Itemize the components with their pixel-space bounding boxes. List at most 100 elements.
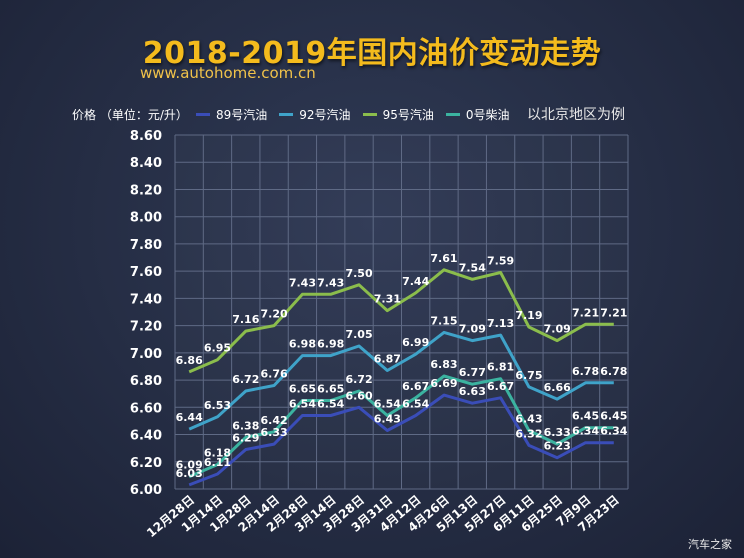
y-tick-label: 6.60 bbox=[130, 401, 162, 416]
data-label: 7.19 bbox=[515, 309, 542, 322]
data-label: 6.65 bbox=[317, 383, 344, 396]
data-label: 6.29 bbox=[232, 432, 259, 445]
data-label: 6.53 bbox=[204, 399, 231, 412]
data-label: 6.67 bbox=[487, 380, 514, 393]
data-label: 7.21 bbox=[600, 306, 627, 319]
data-label: 6.83 bbox=[430, 358, 457, 371]
data-label: 6.32 bbox=[515, 427, 542, 440]
data-label: 6.43 bbox=[374, 412, 401, 425]
data-label: 6.60 bbox=[345, 389, 372, 402]
data-label: 7.61 bbox=[430, 252, 457, 265]
data-label: 6.54 bbox=[289, 397, 316, 410]
legend-item: 0号柴油 bbox=[445, 106, 510, 123]
legend-label: 89号汽油 bbox=[216, 108, 268, 122]
source-url: www.autohome.com.cn bbox=[140, 64, 316, 82]
series-line-1 bbox=[188, 330, 614, 431]
data-label: 6.43 bbox=[515, 412, 542, 425]
chart-title: 2018-2019年国内油价变动走势 bbox=[142, 36, 602, 71]
y-tick-label: 8.20 bbox=[130, 183, 162, 198]
data-label: 6.69 bbox=[430, 377, 457, 390]
data-label: 7.20 bbox=[261, 308, 288, 321]
data-label: 6.45 bbox=[600, 410, 627, 423]
data-label: 6.44 bbox=[176, 411, 203, 424]
data-label: 6.99 bbox=[402, 336, 429, 349]
data-label: 6.54 bbox=[317, 397, 344, 410]
data-label: 7.09 bbox=[459, 323, 486, 336]
y-tick-label: 6.40 bbox=[130, 429, 162, 444]
data-label: 7.50 bbox=[345, 267, 372, 280]
data-label: 7.13 bbox=[487, 317, 514, 330]
series-line-0 bbox=[188, 393, 614, 487]
series-line-3 bbox=[188, 374, 614, 479]
data-label: 6.45 bbox=[572, 410, 599, 423]
legend-label: 0号柴油 bbox=[465, 108, 510, 122]
data-label: 6.75 bbox=[515, 369, 542, 382]
legend-swatch bbox=[196, 113, 210, 116]
data-label: 6.87 bbox=[374, 353, 401, 366]
y-tick-label: 6.20 bbox=[130, 456, 162, 471]
series-line-2 bbox=[188, 268, 614, 374]
y-tick-label: 8.60 bbox=[130, 129, 162, 144]
data-label: 6.33 bbox=[544, 426, 571, 439]
data-label: 6.38 bbox=[232, 419, 259, 432]
data-label: 7.15 bbox=[430, 314, 457, 327]
data-label: 6.95 bbox=[204, 342, 231, 355]
data-label: 6.98 bbox=[289, 338, 316, 351]
data-label: 6.42 bbox=[261, 414, 288, 427]
y-tick-label: 7.40 bbox=[130, 292, 162, 307]
y-tick-label: 8.00 bbox=[130, 211, 162, 226]
legend-item: 89号汽油 bbox=[196, 106, 267, 123]
legend-label: 95号汽油 bbox=[382, 108, 434, 122]
y-tick-label: 7.20 bbox=[130, 320, 162, 335]
data-label: 6.72 bbox=[232, 373, 259, 386]
data-label: 7.43 bbox=[289, 276, 316, 289]
data-label: 7.21 bbox=[572, 306, 599, 319]
data-label: 6.76 bbox=[261, 368, 288, 381]
y-tick-label: 8.40 bbox=[130, 156, 162, 171]
data-label: 7.43 bbox=[317, 276, 344, 289]
data-label: 6.67 bbox=[402, 380, 429, 393]
y-tick-label: 6.80 bbox=[130, 374, 162, 389]
data-label: 6.77 bbox=[459, 366, 486, 379]
data-label: 6.33 bbox=[261, 426, 288, 439]
data-label: 6.34 bbox=[572, 425, 599, 438]
data-label: 6.98 bbox=[317, 338, 344, 351]
data-label: 6.66 bbox=[544, 381, 571, 394]
data-label: 6.65 bbox=[289, 383, 316, 396]
data-label: 7.16 bbox=[232, 313, 259, 326]
legend-swatch bbox=[445, 113, 460, 116]
data-label: 6.78 bbox=[600, 365, 627, 378]
data-label: 7.31 bbox=[374, 293, 401, 306]
y-axis-unit-label: 价格 （单位：元/升） bbox=[72, 108, 188, 122]
legend-label: 92号汽油 bbox=[299, 108, 351, 122]
data-label: 6.54 bbox=[374, 397, 401, 410]
data-label: 7.59 bbox=[487, 255, 514, 268]
data-label: 6.09 bbox=[176, 459, 203, 472]
data-label: 6.54 bbox=[402, 397, 429, 410]
data-label: 6.78 bbox=[572, 365, 599, 378]
data-label: 7.05 bbox=[345, 328, 372, 341]
data-label: 6.23 bbox=[544, 440, 571, 453]
data-label: 6.34 bbox=[600, 425, 627, 438]
data-label: 6.18 bbox=[204, 446, 231, 459]
data-label: 7.54 bbox=[459, 261, 486, 274]
y-tick-label: 7.60 bbox=[130, 265, 162, 280]
legend-swatch bbox=[279, 113, 294, 116]
data-label: 6.11 bbox=[204, 456, 231, 469]
data-label: 6.86 bbox=[176, 354, 203, 367]
legend-item: 92号汽油 bbox=[279, 106, 351, 123]
data-label: 6.03 bbox=[176, 467, 203, 480]
data-label: 6.63 bbox=[459, 385, 486, 398]
data-label: 6.72 bbox=[345, 373, 372, 386]
y-tick-label: 7.00 bbox=[130, 347, 162, 362]
watermark: 汽车之家 bbox=[688, 538, 732, 551]
data-label: 7.09 bbox=[544, 323, 571, 336]
y-tick-label: 7.80 bbox=[130, 238, 162, 253]
legend-swatch bbox=[362, 113, 377, 116]
region-note: 以北京地区为例 bbox=[527, 107, 625, 123]
data-label: 6.81 bbox=[487, 361, 514, 374]
legend: 89号汽油 92号汽油 95号汽油 0号柴油 bbox=[196, 106, 521, 123]
y-tick-label: 6.00 bbox=[130, 483, 162, 498]
data-label: 7.44 bbox=[402, 275, 429, 288]
